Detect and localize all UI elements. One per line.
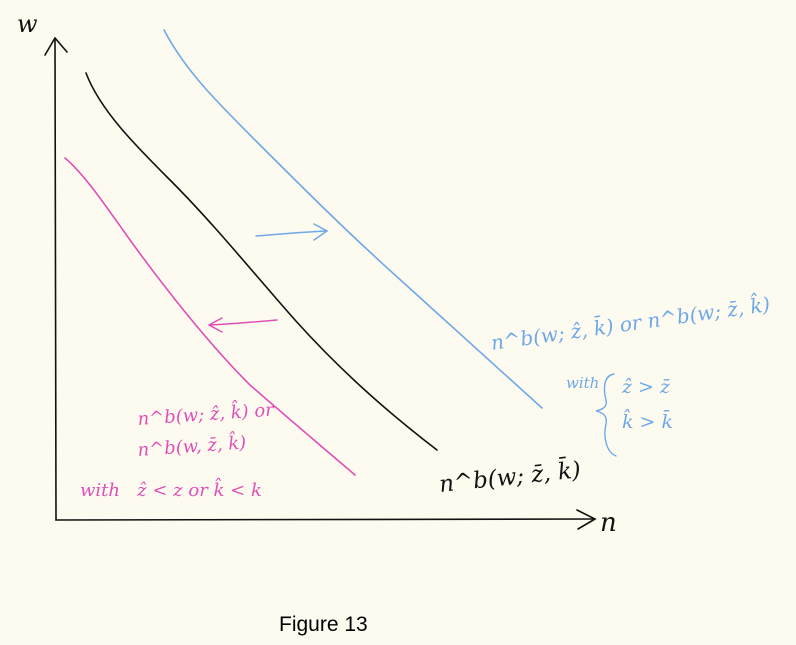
lower-curve-condition: with ẑ < z or k̂ < k (80, 476, 262, 501)
figure-caption: Figure 13 (279, 613, 368, 636)
x-axis (55, 518, 594, 521)
higher-condition-brace (595, 373, 617, 457)
lower-curve-label-line-1: n^b(w; ẑ, k̂) or (137, 396, 276, 430)
left-shift-arrow (207, 317, 278, 333)
baseline-curve (85, 72, 438, 451)
baseline-curve-label: n^b(w; z̄, k̄) (438, 455, 582, 498)
higher-condition-line-1: ẑ > z̄ (621, 376, 671, 398)
x-axis-arrowhead (576, 509, 597, 530)
higher-condition-prefix: with (566, 374, 599, 392)
y-axis (54, 39, 57, 521)
y-axis-label: w (17, 10, 38, 38)
higher-curve-label: n^b(w; ẑ, k̄) or n^b(w; z̄, k̂) (489, 290, 772, 355)
lower-curve (64, 157, 356, 476)
higher-condition-line-2: k̂ > k̄ (622, 408, 673, 433)
x-axis-label: n (600, 508, 617, 538)
y-axis-arrowhead (44, 36, 68, 56)
higher-curve (163, 29, 543, 409)
axes (44, 36, 597, 530)
lower-curve-label-line-2: n^b(w, z̄, k̂) (137, 429, 247, 461)
right-shift-arrow (255, 223, 329, 241)
